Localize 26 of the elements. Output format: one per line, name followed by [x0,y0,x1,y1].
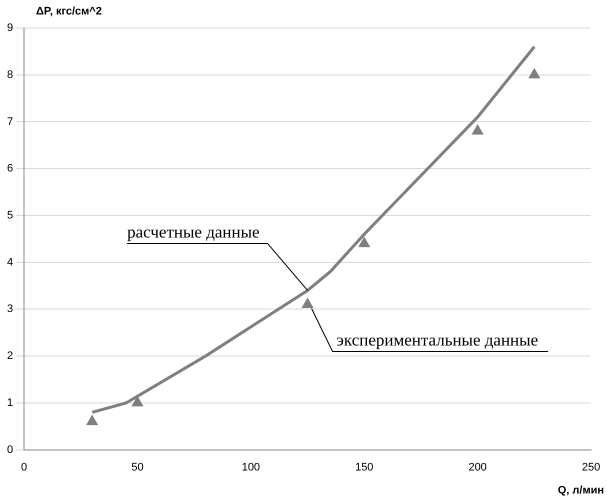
x-tick-label: 50 [131,461,144,474]
y-tick-label: 4 [6,256,14,268]
point [302,298,314,308]
y-tick-label: 2 [6,350,14,362]
x-tick-label: 150 [355,461,374,474]
x-tick-label: 0 [21,461,28,474]
point [528,68,540,78]
y-tick-label: 3 [6,303,14,316]
y-tick-label: 9 [6,22,14,34]
annotation: расчетные данные [127,222,260,242]
annotation: экспериментальные данные [336,330,538,350]
x-tick-label: 250 [582,461,600,474]
y-tick-label: 6 [6,162,14,175]
y-tick-label: 1 [6,396,14,409]
x-tick-label: 200 [468,461,487,474]
y-tick-label: 0 [6,444,14,456]
point [472,124,484,135]
y-tick-label: 7 [6,116,14,128]
point [358,237,370,248]
y-axis-title: ΔP, кгс/см^2 [36,6,102,18]
point [86,415,98,426]
x-axis-title: Q, л/мин [558,484,604,497]
y-tick-label: 8 [6,68,14,81]
x-tick-label: 100 [242,461,260,474]
y-tick-label: 5 [6,210,14,222]
point [132,396,144,406]
